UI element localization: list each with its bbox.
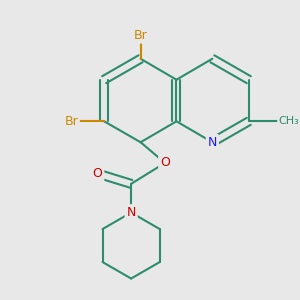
Text: N: N: [208, 136, 217, 149]
Text: CH₃: CH₃: [278, 116, 299, 126]
Text: O: O: [160, 156, 170, 170]
Text: Br: Br: [134, 29, 148, 42]
Text: N: N: [126, 206, 136, 219]
Text: O: O: [93, 167, 103, 180]
Text: Br: Br: [64, 115, 78, 128]
